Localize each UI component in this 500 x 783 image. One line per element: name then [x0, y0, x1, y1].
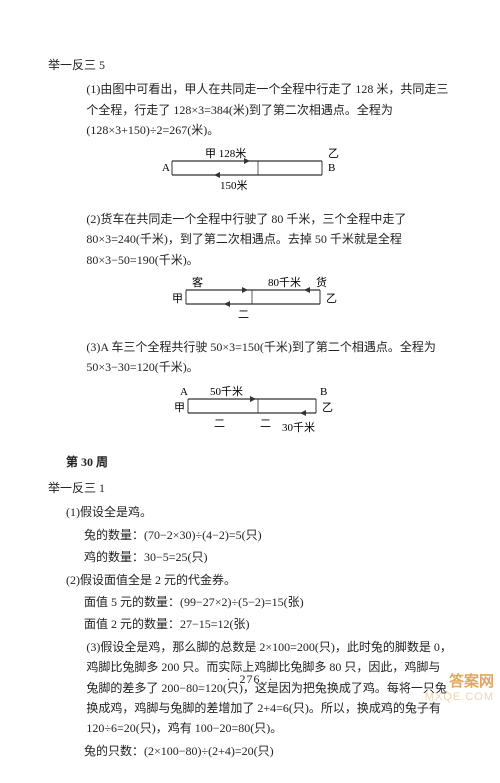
d3-dash1: 二: [214, 418, 225, 430]
w30-2b: 面值 2 元的数量：27−15=12(张): [48, 614, 452, 634]
d2-top: 客: [192, 276, 203, 289]
watermark: 答案网 MXQE.COM: [425, 674, 494, 703]
diagram-1: 甲 128米 乙 A B 150米: [160, 147, 340, 201]
w30-1b: 鸡的数量：30−5=25(只): [48, 547, 452, 567]
d3-top: 50千米: [210, 385, 243, 398]
d3-dash2: 二: [260, 418, 271, 430]
d1-a: A: [162, 162, 170, 174]
d3-right: 乙: [322, 401, 333, 414]
paragraph-2: (2)货车在共同走一个全程中行驶了 80 千米，三个全程中走了 80×3=240…: [48, 209, 452, 270]
w30-1-head: (1)假设全是鸡。: [48, 502, 452, 522]
section5-title: 举一反三 5: [48, 55, 452, 75]
d3-a: A: [180, 386, 188, 398]
watermark-line1: 答案网: [425, 674, 494, 691]
w30-3a: 兔的只数：(2×100−80)÷(2+4)=20(只): [48, 741, 452, 761]
d3-bottom: 30千米: [282, 421, 315, 434]
d2-top3: 货: [316, 276, 327, 289]
d1-right-label: 乙: [328, 147, 339, 160]
section1-title: 举一反三 1: [48, 478, 452, 498]
paragraph-3: (3)A 车三个全程共行驶 50×3=150(千米)到了第二个相遇点。全程为 5…: [48, 337, 452, 378]
d1-b: B: [328, 162, 335, 174]
d1-bottom: 150米: [220, 179, 248, 192]
w30-2-head: (2)假设面值全是 2 元的代金券。: [48, 570, 452, 590]
d3-left: 甲: [174, 402, 185, 414]
diagram-3: A 50千米 B 甲 乙 二 二 30千米: [160, 383, 340, 441]
d3-b: B: [320, 386, 327, 398]
d2-top2: 80千米: [268, 276, 301, 289]
d2-bottom-dash: 二: [238, 309, 249, 321]
d2-left: 甲: [172, 293, 183, 305]
paragraph-1: (1)由图中可看出，甲人在共同走一个全程中行走了 128 米，共同走三个全程，行…: [48, 79, 452, 140]
d2-right: 乙: [326, 292, 337, 305]
week-30-heading: 第 30 周: [66, 452, 452, 472]
diagram-2: 客 80千米 货 甲 乙 二: [160, 276, 340, 328]
page-body: 举一反三 5 (1)由图中可看出，甲人在共同走一个全程中行走了 128 米，共同…: [0, 0, 500, 783]
d1-top-label: 甲 128米: [205, 147, 246, 160]
w30-1a: 兔的数量：(70−2×30)÷(4−2)=5(只): [48, 525, 452, 545]
w30-2a: 面值 5 元的数量：(99−27×2)÷(5−2)=15(张): [48, 592, 452, 612]
watermark-line2: MXQE.COM: [425, 691, 494, 703]
